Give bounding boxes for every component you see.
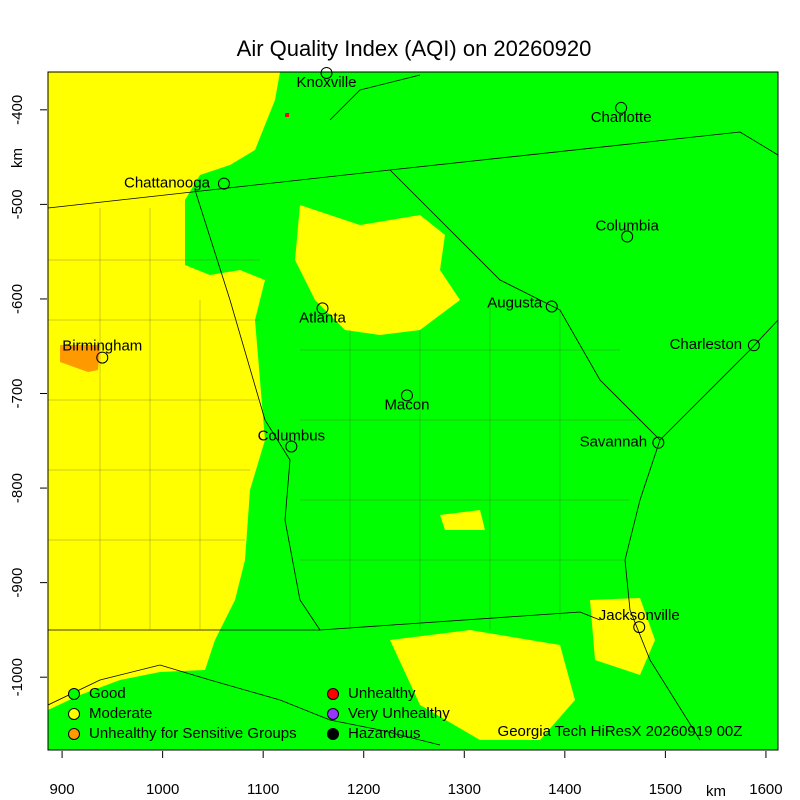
- legend-swatch: [68, 688, 80, 700]
- legend-label: Good: [89, 685, 126, 702]
- state-border: [329, 74, 421, 121]
- city-label: Columbus: [258, 427, 326, 444]
- city-marker: [285, 440, 298, 453]
- city-marker: [615, 101, 628, 114]
- y-tick-label: -900: [9, 568, 26, 598]
- moderate-area: [295, 205, 460, 335]
- legend-swatch: [327, 688, 339, 700]
- legend-swatch: [327, 708, 339, 720]
- state-border: [48, 131, 778, 209]
- legend-label: Very Unhealthy: [348, 705, 450, 722]
- city-marker: [652, 436, 665, 449]
- city-marker: [633, 621, 646, 634]
- city-label: Augusta: [487, 294, 543, 311]
- plot-frame: [47, 71, 779, 751]
- state-border: [194, 189, 321, 631]
- coastline: [659, 319, 778, 441]
- city-label: Charleston: [670, 336, 743, 353]
- moderate-area: [48, 72, 280, 710]
- x-tick-label: 1500: [649, 781, 682, 798]
- city-label: Knoxville: [297, 74, 357, 91]
- y-axis-label: km: [9, 148, 26, 168]
- legend-label: Moderate: [89, 705, 152, 722]
- city-marker: [621, 230, 634, 243]
- city-marker: [320, 66, 333, 79]
- county-lines: [48, 208, 640, 630]
- state-border: [48, 611, 601, 631]
- coastline: [48, 664, 441, 746]
- moderate-area: [590, 598, 655, 675]
- x-tick-label: 1400: [548, 781, 581, 798]
- city-label: Chattanooga: [124, 175, 211, 192]
- city-marker: [400, 389, 413, 402]
- city-label: Charlotte: [591, 109, 652, 126]
- legend-swatch: [68, 708, 80, 720]
- legend-label: Hazardous: [348, 725, 421, 742]
- y-tick-label: -600: [9, 284, 26, 314]
- city-marker: [545, 300, 558, 313]
- legend-swatch: [68, 728, 80, 740]
- moderate-area: [440, 510, 485, 530]
- x-tick-label: 1300: [448, 781, 481, 798]
- y-tick-label: -1000: [9, 658, 26, 696]
- state-border: [389, 169, 661, 441]
- x-tick-label: 900: [50, 781, 75, 798]
- city-label: Columbia: [595, 218, 659, 235]
- legend-label: Unhealthy for Sensitive Groups: [89, 725, 297, 742]
- city-marker: [747, 339, 760, 352]
- x-tick-label: 1100: [247, 781, 279, 798]
- y-tick-label: -700: [9, 378, 26, 408]
- city-label: Jacksonville: [599, 607, 680, 624]
- moderate-area: [390, 630, 575, 740]
- map: [48, 72, 778, 750]
- x-tick-label: 1000: [146, 781, 179, 798]
- x-tick-label: 1200: [347, 781, 380, 798]
- chart-title: Air Quality Index (AQI) on 20260920: [237, 36, 592, 61]
- usg-area: [60, 345, 100, 372]
- y-tick-label: -400: [9, 95, 26, 125]
- city-label: Atlanta: [299, 309, 346, 326]
- city-marker: [316, 302, 329, 315]
- coastline: [624, 439, 701, 741]
- source-note: Georgia Tech HiResX 20260919 00Z: [498, 723, 743, 740]
- city-label: Savannah: [580, 434, 648, 451]
- y-tick-label: -800: [9, 473, 26, 503]
- city-label: Macon: [384, 396, 429, 413]
- unhealthy-area: [285, 113, 289, 117]
- x-tick-label: 1600: [749, 781, 782, 798]
- city-marker: [217, 177, 230, 190]
- city-label: Birmingham: [62, 338, 142, 355]
- x-axis-label: km: [706, 783, 726, 800]
- legend-label: Unhealthy: [348, 685, 416, 702]
- city-marker: [96, 351, 109, 364]
- y-tick-label: -500: [9, 189, 26, 219]
- legend-swatch: [327, 728, 339, 740]
